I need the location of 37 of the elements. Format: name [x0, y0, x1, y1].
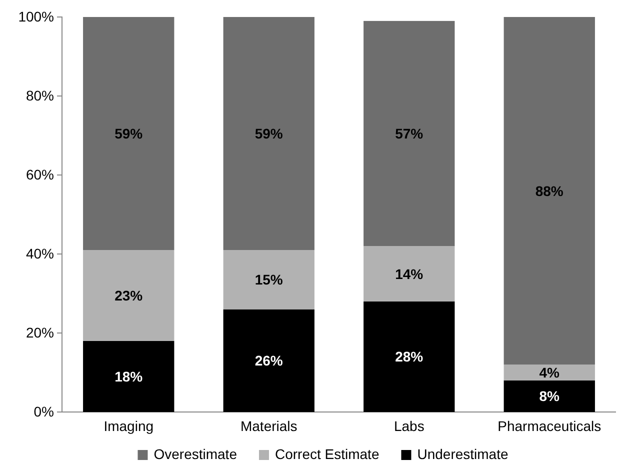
data-label: 18%	[114, 368, 144, 384]
bar	[223, 309, 314, 412]
data-label: 14%	[395, 266, 424, 282]
data-label: 26%	[254, 352, 284, 369]
legend-label: Overestimate	[154, 446, 238, 462]
bar	[223, 17, 314, 250]
bar	[364, 246, 455, 302]
y-tick-label: 60%	[26, 166, 54, 182]
y-tick-label: 100%	[18, 8, 54, 24]
data-label: 15%	[254, 272, 284, 288]
x-tick-label: Materials	[240, 418, 298, 434]
y-tick-label: 80%	[26, 87, 54, 104]
data-label: 57%	[395, 126, 424, 142]
x-tick-label: Pharmaceuticals	[498, 418, 602, 434]
y-tick-label: 0%	[34, 403, 54, 420]
data-label: 88%	[535, 182, 564, 199]
bar	[504, 364, 595, 380]
data-label: 59%	[254, 126, 284, 142]
data-label: 59%	[114, 126, 144, 142]
x-tick-label: Labs	[394, 418, 424, 434]
y-tick-label: 20%	[26, 324, 54, 340]
legend-label: Underestimate	[417, 446, 508, 462]
bar	[223, 250, 314, 310]
data-label: 8%	[539, 388, 560, 404]
bar	[83, 17, 174, 250]
x-tick-label: Imaging	[104, 418, 154, 434]
data-label: 4%	[539, 364, 560, 380]
bar	[364, 301, 455, 412]
data-label: 28%	[395, 348, 424, 365]
bar	[83, 250, 174, 341]
data-label: 23%	[114, 287, 144, 304]
bar	[83, 340, 174, 412]
legend-label: Correct Estimate	[274, 446, 380, 462]
bar	[504, 17, 595, 365]
y-tick-label: 40%	[26, 245, 54, 262]
bar	[364, 20, 455, 246]
bar	[504, 380, 595, 412]
